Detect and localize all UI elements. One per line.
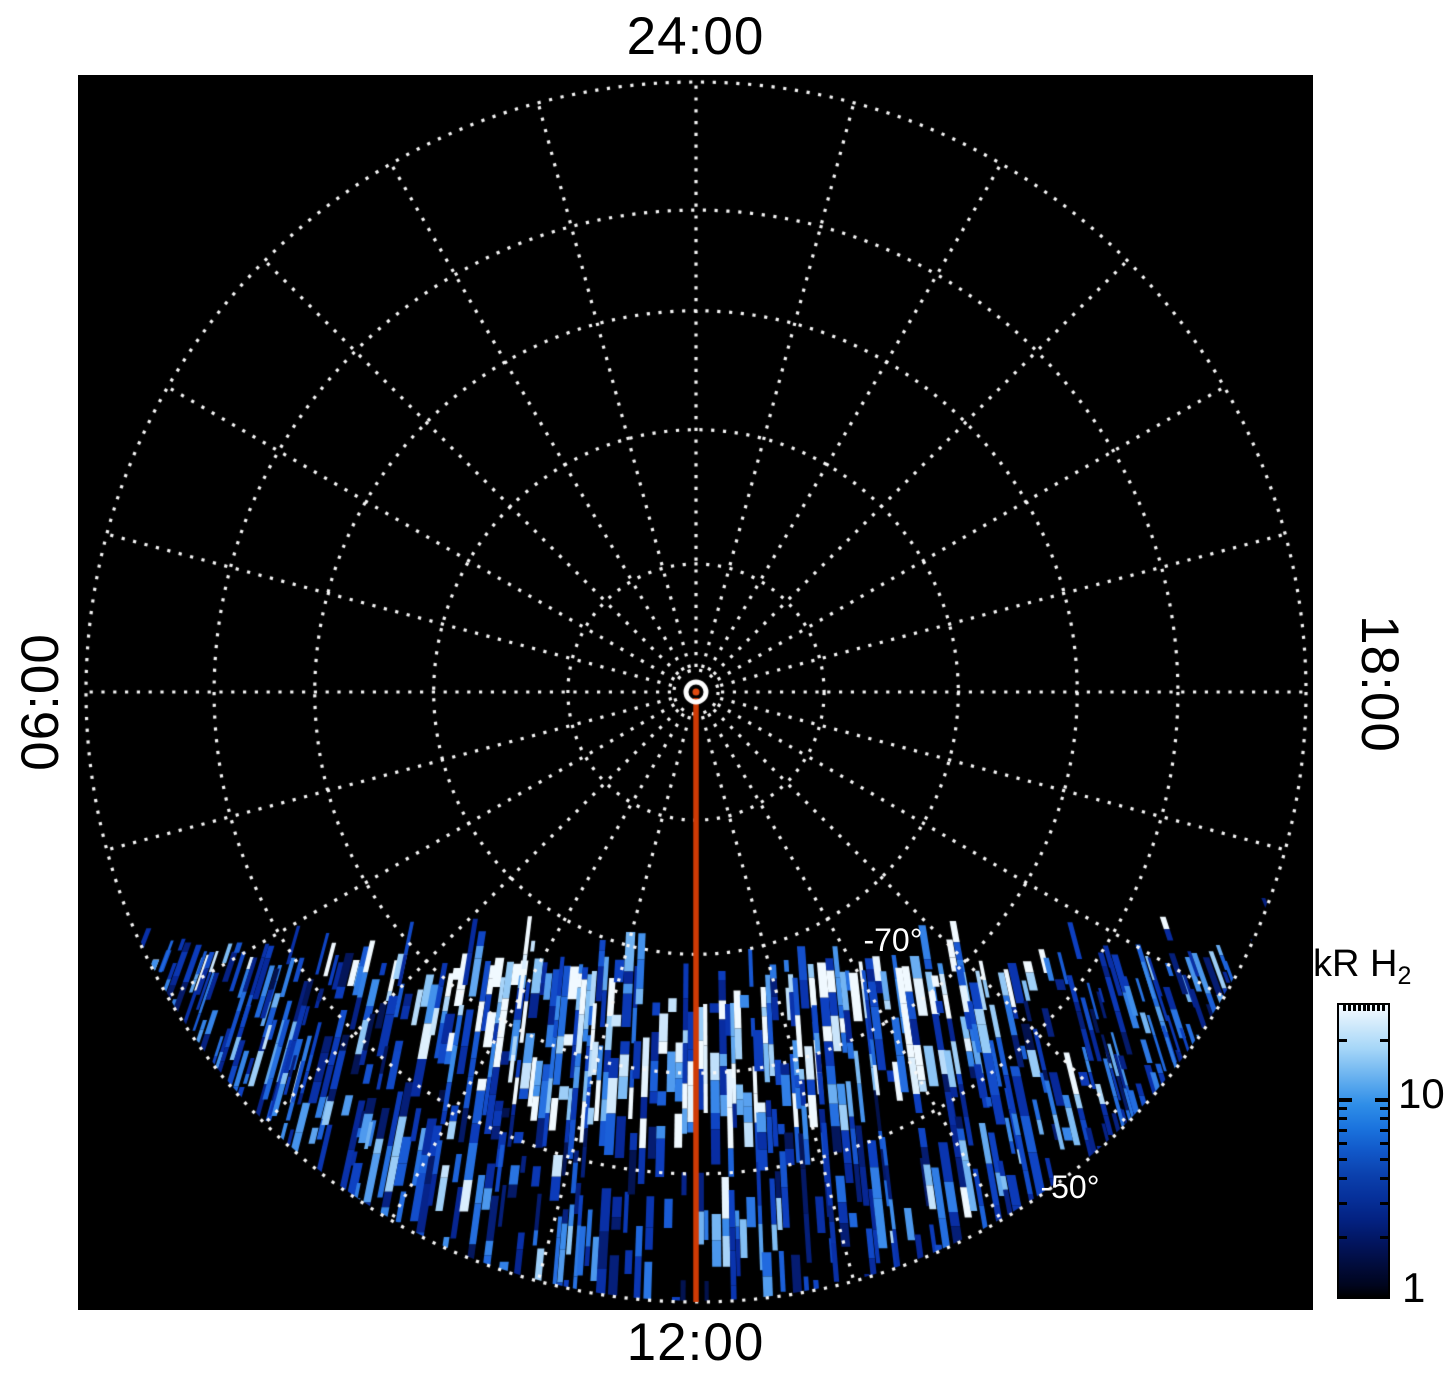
colorbar-tick (1339, 1236, 1347, 1239)
colorbar-tick (1372, 1005, 1375, 1011)
colorbar-tick (1377, 1005, 1380, 1011)
colorbar-tick (1380, 1142, 1388, 1145)
colorbar (1337, 1003, 1390, 1299)
colorbar-tick (1348, 1005, 1351, 1011)
colorbar-title-subscript: 2 (1397, 962, 1412, 990)
colorbar-tick (1339, 1202, 1347, 1205)
colorbar-tick (1343, 1005, 1346, 1011)
colorbar-tick (1339, 1177, 1347, 1180)
colorbar-tick (1367, 1005, 1370, 1011)
colorbar-tick (1339, 1129, 1347, 1132)
colorbar-tick (1380, 1129, 1388, 1132)
colorbar-tick (1363, 1005, 1366, 1011)
colorbar-tick (1353, 1005, 1356, 1011)
local-time-label-24: 24:00 (626, 7, 765, 66)
colorbar-tick (1375, 1098, 1388, 1102)
colorbar-tick (1358, 1005, 1361, 1011)
colorbar-tick (1339, 1107, 1347, 1110)
colorbar-tick (1339, 1142, 1347, 1145)
colorbar-tick-label-10: 10 (1398, 1070, 1445, 1117)
local-time-label-18: 18:00 (1350, 615, 1409, 753)
colorbar-tick (1380, 1039, 1388, 1042)
colorbar-tick (1380, 1236, 1388, 1239)
colorbar-tick (1339, 1098, 1352, 1102)
latitude-label-50: -50° (1040, 1169, 1100, 1205)
local-time-label-06: 06:00 (11, 633, 70, 771)
colorbar-tick (1380, 1107, 1388, 1110)
colorbar-tick (1380, 1117, 1388, 1120)
colorbar-tick (1339, 1158, 1347, 1161)
colorbar-tick (1382, 1005, 1385, 1011)
colorbar-tick (1339, 1039, 1347, 1042)
colorbar-tick (1380, 1158, 1388, 1161)
colorbar-title: kR H2 (1313, 943, 1412, 990)
latitude-label-70: -70° (863, 922, 923, 958)
colorbar-tick-label-1: 1 (1402, 1264, 1426, 1311)
colorbar-tick (1380, 1202, 1388, 1205)
colorbar-tick (1380, 1177, 1388, 1180)
colorbar-tick (1339, 1117, 1347, 1120)
polar-plot-canvas (78, 75, 1313, 1310)
local-time-label-12: 12:00 (626, 1313, 765, 1372)
